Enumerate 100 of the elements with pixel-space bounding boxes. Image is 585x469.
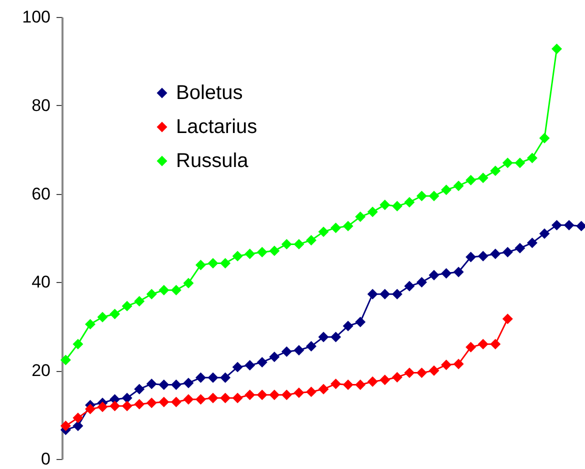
point [281,390,292,400]
point [158,396,170,408]
point [244,360,256,371]
legend-label: Russula [176,150,250,172]
point [134,384,145,394]
point [416,190,427,202]
point [441,268,452,279]
point [552,44,562,54]
point [342,220,354,232]
point [490,166,501,176]
point [306,341,316,352]
point [232,392,243,404]
y-tick-label: 100 [22,8,50,26]
point [502,158,513,168]
point [441,360,452,370]
point [478,172,488,184]
point [146,288,157,300]
point [183,394,194,405]
point [244,390,256,400]
point [380,374,390,386]
point [526,238,538,248]
point [502,246,513,258]
point [453,358,464,370]
point [269,352,280,362]
point [232,362,243,372]
point [72,420,84,432]
point [466,174,476,186]
point [281,346,292,357]
point [269,246,280,256]
y-tick-label: 60 [32,184,50,204]
point [60,354,71,366]
point [195,372,206,383]
y-tick-label: 80 [32,96,50,115]
point [392,372,402,382]
point [60,420,71,432]
point [72,412,84,424]
point [170,284,182,296]
point [330,332,342,342]
point [330,378,342,390]
point [170,396,182,408]
point [256,246,268,258]
point [220,392,231,404]
point [428,190,440,202]
point [318,226,329,238]
point [466,342,476,352]
point [256,390,268,400]
point [183,278,194,288]
point [294,387,304,398]
point [392,288,402,300]
point [306,234,316,246]
point [355,212,366,222]
point [122,400,132,412]
point [490,338,501,350]
point [380,200,390,210]
point [97,402,108,412]
point [367,206,378,218]
point [355,316,366,328]
point [330,222,342,234]
point [490,248,501,260]
point [380,288,390,300]
point [208,372,218,383]
point [220,372,231,383]
point [355,380,366,390]
legend-label: Lactarius [176,116,258,138]
point [84,318,96,330]
point [453,180,464,192]
point [306,386,316,398]
point [428,365,440,376]
point [281,238,292,250]
point [294,238,304,250]
point [195,394,206,405]
point [416,368,427,378]
point [134,398,145,410]
point [208,392,218,404]
point [526,152,538,164]
point [244,248,256,260]
point [342,380,354,390]
point [453,266,464,278]
point [122,392,132,404]
point [256,356,268,368]
point [404,368,415,378]
point [208,258,218,268]
y-tick-label: 40 [32,272,50,292]
point [110,308,120,320]
point [97,312,108,322]
y-tick-label: 0 [41,450,50,468]
point [134,296,145,306]
point [428,270,440,280]
point [170,380,182,390]
point [502,314,513,324]
point [367,288,378,300]
point [84,404,96,414]
point [158,380,170,390]
y-tick-label: 20 [32,361,50,380]
point [195,260,206,270]
point [478,338,488,350]
point [318,332,329,342]
point [478,250,488,262]
point [367,376,378,387]
point [146,378,157,390]
